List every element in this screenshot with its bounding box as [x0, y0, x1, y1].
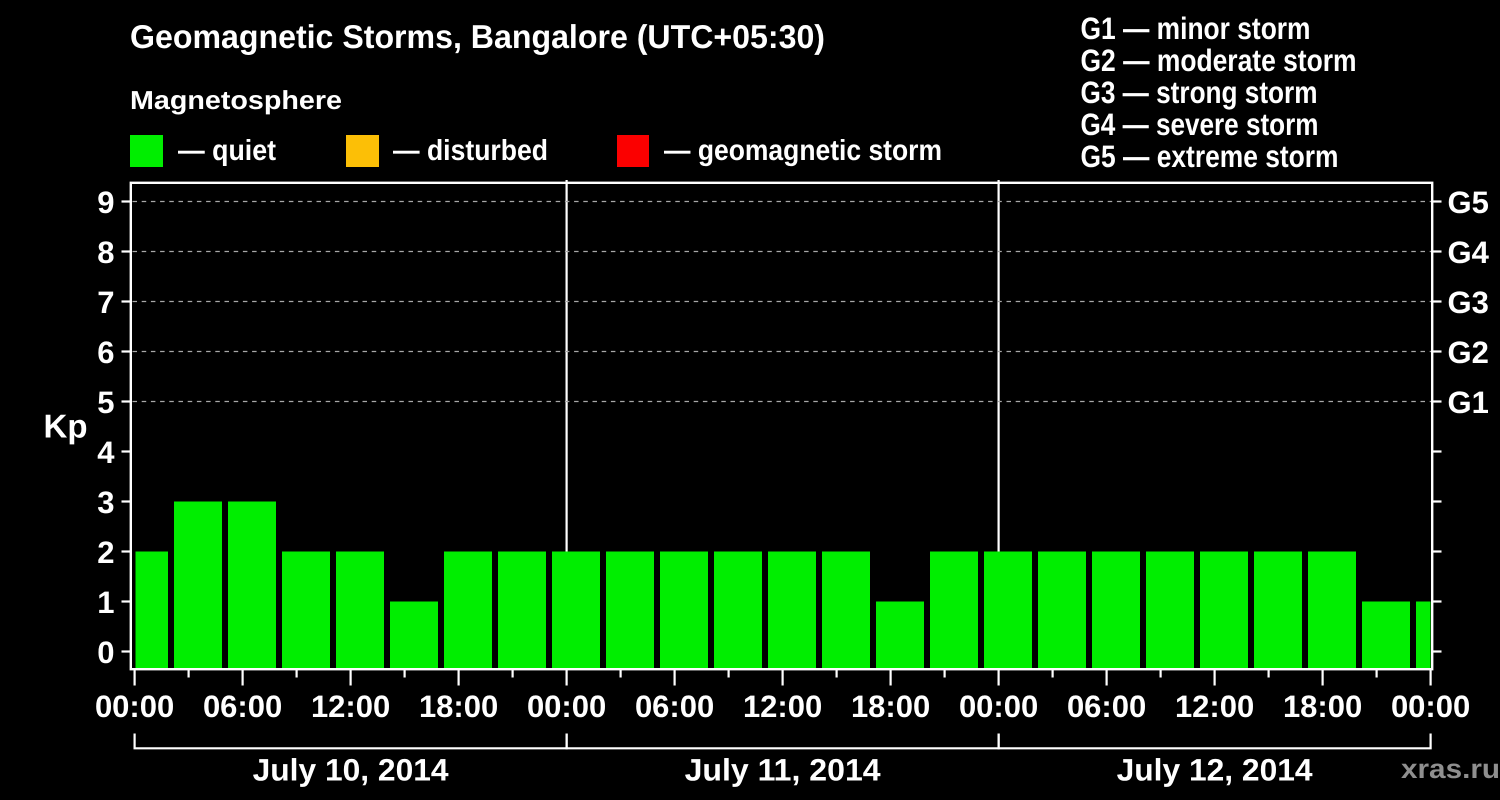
- svg-text:— disturbed: — disturbed: [393, 135, 548, 167]
- svg-text:00:00: 00:00: [527, 689, 606, 724]
- svg-text:— geomagnetic storm: — geomagnetic storm: [664, 135, 942, 167]
- svg-text:06:00: 06:00: [203, 689, 282, 724]
- svg-text:06:00: 06:00: [635, 689, 714, 724]
- svg-text:00:00: 00:00: [959, 689, 1038, 724]
- svg-text:G5 — extreme storm: G5 — extreme storm: [1081, 139, 1339, 174]
- svg-text:xras.ru: xras.ru: [1401, 754, 1500, 784]
- svg-text:— quiet: — quiet: [178, 135, 276, 167]
- svg-text:G4 — severe storm: G4 — severe storm: [1081, 107, 1319, 142]
- svg-text:July 10, 2014: July 10, 2014: [253, 753, 450, 788]
- svg-text:00:00: 00:00: [1391, 689, 1470, 724]
- svg-text:00:00: 00:00: [95, 689, 174, 724]
- svg-text:12:00: 12:00: [1175, 689, 1254, 724]
- svg-text:Magnetosphere: Magnetosphere: [130, 85, 342, 115]
- svg-text:12:00: 12:00: [311, 689, 390, 724]
- svg-text:9: 9: [97, 185, 114, 220]
- svg-text:18:00: 18:00: [419, 689, 498, 724]
- svg-text:G4: G4: [1448, 235, 1490, 270]
- svg-text:12:00: 12:00: [743, 689, 822, 724]
- svg-text:G1: G1: [1448, 385, 1489, 420]
- svg-text:G1 — minor storm: G1 — minor storm: [1081, 11, 1311, 46]
- svg-text:Geomagnetic Storms, Bangalore: Geomagnetic Storms, Bangalore (UTC+05:30…: [130, 18, 825, 55]
- svg-text:1: 1: [97, 585, 114, 620]
- svg-text:July 12, 2014: July 12, 2014: [1117, 753, 1314, 788]
- svg-text:Kp: Kp: [44, 408, 88, 445]
- svg-text:July 11, 2014: July 11, 2014: [685, 753, 882, 788]
- svg-text:6: 6: [97, 335, 114, 370]
- svg-text:G2 — moderate storm: G2 — moderate storm: [1081, 43, 1357, 78]
- svg-text:7: 7: [97, 285, 114, 320]
- svg-text:8: 8: [97, 235, 114, 270]
- svg-text:5: 5: [97, 385, 114, 420]
- svg-text:4: 4: [97, 435, 115, 470]
- svg-text:18:00: 18:00: [851, 689, 930, 724]
- svg-text:06:00: 06:00: [1067, 689, 1146, 724]
- svg-text:0: 0: [97, 635, 114, 670]
- svg-text:G3: G3: [1448, 285, 1489, 320]
- svg-text:G2: G2: [1448, 335, 1489, 370]
- svg-text:G3 — strong storm: G3 — strong storm: [1081, 75, 1318, 110]
- svg-text:G5: G5: [1448, 185, 1489, 220]
- svg-text:3: 3: [97, 485, 114, 520]
- svg-text:2: 2: [97, 535, 114, 570]
- svg-text:18:00: 18:00: [1283, 689, 1362, 724]
